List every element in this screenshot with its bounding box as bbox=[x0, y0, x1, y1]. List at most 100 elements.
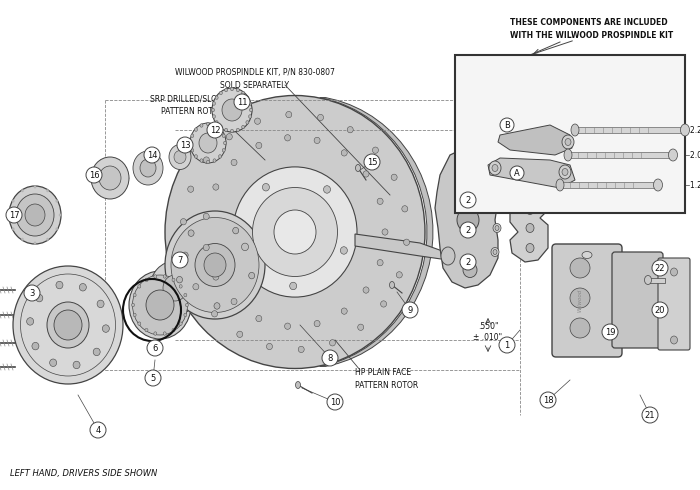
Ellipse shape bbox=[203, 213, 209, 220]
Circle shape bbox=[177, 137, 193, 153]
Ellipse shape bbox=[190, 141, 193, 145]
Text: 3: 3 bbox=[29, 289, 35, 297]
Ellipse shape bbox=[565, 139, 571, 146]
Circle shape bbox=[500, 118, 514, 132]
Ellipse shape bbox=[356, 165, 360, 172]
Ellipse shape bbox=[246, 121, 249, 124]
Polygon shape bbox=[435, 148, 498, 288]
Ellipse shape bbox=[461, 168, 475, 182]
Ellipse shape bbox=[389, 281, 395, 289]
Ellipse shape bbox=[255, 118, 260, 124]
Ellipse shape bbox=[165, 211, 265, 319]
Ellipse shape bbox=[21, 189, 24, 192]
Ellipse shape bbox=[188, 186, 194, 192]
Ellipse shape bbox=[132, 303, 134, 307]
Text: SRP DRILLED/SLOTTED
PATTERN ROTOR: SRP DRILLED/SLOTTED PATTERN ROTOR bbox=[150, 95, 237, 117]
Ellipse shape bbox=[182, 252, 188, 258]
Text: 20: 20 bbox=[654, 305, 665, 315]
Ellipse shape bbox=[12, 199, 15, 202]
Ellipse shape bbox=[233, 167, 357, 297]
Ellipse shape bbox=[200, 123, 203, 127]
Circle shape bbox=[510, 166, 524, 180]
Ellipse shape bbox=[204, 157, 209, 163]
Ellipse shape bbox=[495, 205, 499, 211]
Ellipse shape bbox=[248, 115, 251, 118]
Text: 19: 19 bbox=[605, 327, 615, 337]
Text: 5: 5 bbox=[150, 373, 155, 383]
Polygon shape bbox=[448, 251, 472, 270]
Circle shape bbox=[327, 394, 343, 410]
Ellipse shape bbox=[377, 198, 383, 204]
Ellipse shape bbox=[314, 320, 320, 327]
Text: 2.25' LONG: 2.25' LONG bbox=[690, 125, 700, 134]
FancyBboxPatch shape bbox=[552, 244, 622, 357]
Ellipse shape bbox=[241, 125, 245, 129]
Ellipse shape bbox=[231, 159, 237, 166]
Ellipse shape bbox=[493, 186, 497, 191]
Ellipse shape bbox=[226, 134, 232, 140]
Text: 21: 21 bbox=[645, 411, 655, 419]
Ellipse shape bbox=[286, 111, 292, 118]
Ellipse shape bbox=[213, 274, 219, 280]
Ellipse shape bbox=[267, 343, 272, 350]
Ellipse shape bbox=[222, 134, 225, 138]
Ellipse shape bbox=[215, 121, 218, 124]
Polygon shape bbox=[568, 152, 673, 158]
Ellipse shape bbox=[21, 238, 24, 241]
Ellipse shape bbox=[491, 183, 499, 193]
Circle shape bbox=[6, 207, 22, 223]
Ellipse shape bbox=[204, 253, 226, 277]
Text: 7: 7 bbox=[177, 255, 183, 265]
Circle shape bbox=[322, 350, 338, 366]
Text: 12: 12 bbox=[210, 125, 220, 134]
Ellipse shape bbox=[237, 88, 239, 92]
Ellipse shape bbox=[314, 137, 320, 144]
Ellipse shape bbox=[341, 308, 347, 314]
Text: 2: 2 bbox=[466, 225, 470, 235]
Text: .550"
± .010": .550" ± .010" bbox=[473, 321, 503, 343]
Ellipse shape bbox=[671, 336, 678, 344]
Ellipse shape bbox=[129, 271, 191, 339]
Text: 22: 22 bbox=[654, 264, 665, 272]
Ellipse shape bbox=[358, 324, 364, 330]
Ellipse shape bbox=[363, 287, 369, 293]
Text: B: B bbox=[504, 121, 510, 129]
Text: 4: 4 bbox=[95, 425, 101, 435]
Ellipse shape bbox=[97, 300, 104, 308]
Ellipse shape bbox=[27, 318, 34, 325]
Ellipse shape bbox=[231, 298, 237, 305]
Ellipse shape bbox=[172, 278, 175, 282]
Ellipse shape bbox=[176, 276, 183, 283]
FancyBboxPatch shape bbox=[612, 252, 663, 348]
Ellipse shape bbox=[163, 275, 187, 301]
Ellipse shape bbox=[285, 323, 290, 329]
Ellipse shape bbox=[199, 133, 217, 153]
Ellipse shape bbox=[211, 311, 218, 317]
Circle shape bbox=[234, 94, 250, 110]
Ellipse shape bbox=[206, 160, 209, 164]
Ellipse shape bbox=[190, 123, 226, 163]
Ellipse shape bbox=[457, 208, 479, 232]
Ellipse shape bbox=[184, 313, 187, 317]
Ellipse shape bbox=[163, 275, 166, 278]
Circle shape bbox=[652, 302, 668, 318]
Ellipse shape bbox=[441, 247, 455, 265]
Ellipse shape bbox=[381, 301, 386, 307]
Ellipse shape bbox=[132, 275, 188, 335]
Ellipse shape bbox=[16, 194, 54, 236]
Circle shape bbox=[570, 318, 590, 338]
Polygon shape bbox=[560, 182, 658, 188]
Ellipse shape bbox=[140, 159, 156, 177]
Ellipse shape bbox=[562, 169, 568, 175]
Ellipse shape bbox=[223, 141, 227, 145]
Ellipse shape bbox=[285, 135, 290, 141]
Circle shape bbox=[24, 285, 40, 301]
Text: 14: 14 bbox=[147, 150, 158, 160]
Ellipse shape bbox=[295, 382, 300, 389]
Ellipse shape bbox=[463, 263, 477, 277]
Circle shape bbox=[540, 392, 556, 408]
Ellipse shape bbox=[249, 108, 253, 112]
FancyBboxPatch shape bbox=[658, 258, 690, 350]
Ellipse shape bbox=[347, 126, 354, 133]
Ellipse shape bbox=[154, 275, 157, 278]
